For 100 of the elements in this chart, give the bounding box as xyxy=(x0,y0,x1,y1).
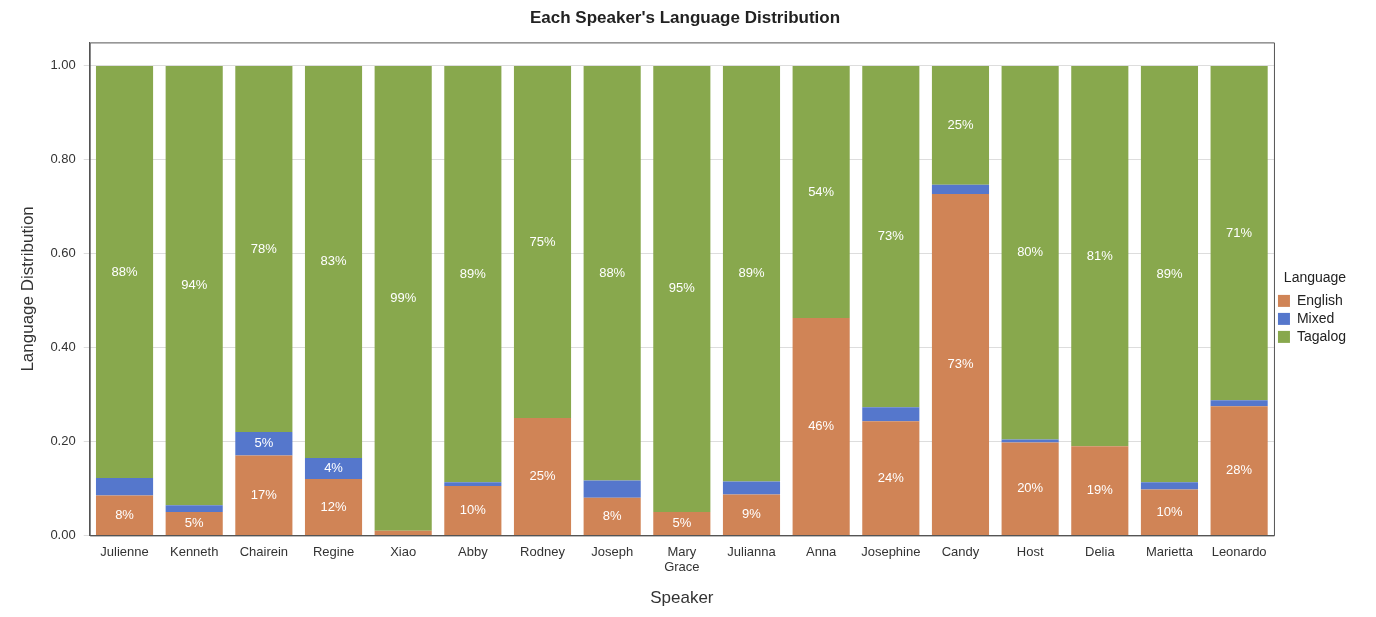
bar xyxy=(862,407,920,422)
data-label: 88% xyxy=(599,264,626,280)
y-axis-title: Language Distribution xyxy=(17,206,37,372)
bar xyxy=(304,457,363,480)
x-tick-label: Abby xyxy=(458,543,489,559)
bar xyxy=(931,65,990,185)
x-axis-title: Speaker xyxy=(650,588,714,608)
data-label: 8% xyxy=(602,507,622,523)
x-tick-label: Anna xyxy=(805,543,838,559)
bar xyxy=(1071,446,1129,535)
bar xyxy=(235,432,293,456)
bar xyxy=(931,194,990,535)
y-tick-label: 0.60 xyxy=(50,245,76,261)
bar xyxy=(862,65,920,408)
bar xyxy=(165,65,223,506)
bar xyxy=(513,65,572,419)
data-label: 94% xyxy=(181,277,208,293)
chart-title: Each Speaker's Language Distribution xyxy=(529,7,841,27)
bar xyxy=(165,511,223,535)
bar xyxy=(444,486,502,535)
bar xyxy=(1210,406,1268,535)
x-tick-label: Julienne xyxy=(100,543,149,559)
data-label: 5% xyxy=(672,514,692,530)
data-label: 24% xyxy=(877,469,905,485)
data-label: 78% xyxy=(250,240,278,256)
legend-title: Language xyxy=(1283,268,1347,285)
bar xyxy=(304,65,363,458)
bar xyxy=(1210,400,1268,407)
data-label: 99% xyxy=(390,289,417,305)
bar xyxy=(583,497,641,535)
data-label: 73% xyxy=(877,228,905,244)
data-label: 17% xyxy=(250,486,278,502)
x-tick-label: Delia xyxy=(1084,543,1116,559)
bar xyxy=(1001,442,1059,535)
bar xyxy=(722,494,781,535)
data-label: 25% xyxy=(947,116,974,132)
x-tick-label: Leonardo xyxy=(1211,543,1267,559)
x-tick-label: Kenneth xyxy=(169,543,219,559)
data-label: 25% xyxy=(529,468,556,484)
data-label: 10% xyxy=(459,502,487,518)
bar xyxy=(792,318,850,535)
x-tick-label: Marietta xyxy=(1145,543,1194,559)
y-tick-label: 0.80 xyxy=(50,151,76,167)
x-tick-label: Rodney xyxy=(520,543,566,559)
data-label: 54% xyxy=(808,183,835,199)
data-label: 71% xyxy=(1226,224,1253,240)
data-label: 5% xyxy=(184,514,205,530)
bar xyxy=(374,65,432,531)
data-label: 4% xyxy=(324,460,344,476)
x-tick-label: Regine xyxy=(312,543,355,559)
bar xyxy=(444,482,502,487)
bar xyxy=(165,505,223,512)
data-label: 28% xyxy=(1226,462,1253,478)
data-label: 95% xyxy=(668,280,696,296)
bar xyxy=(235,65,293,433)
bar xyxy=(862,421,920,535)
data-label: 89% xyxy=(1156,265,1183,281)
bar xyxy=(1071,65,1129,447)
bar xyxy=(792,65,850,319)
x-tick-label: Joseph xyxy=(591,543,634,559)
bar xyxy=(722,65,781,482)
bar xyxy=(374,530,432,535)
x-tick-label: Chairein xyxy=(239,543,289,559)
bar xyxy=(444,65,502,483)
x-tick-label: Candy xyxy=(941,543,980,559)
bar xyxy=(95,65,154,479)
data-label: 9% xyxy=(742,506,762,522)
legend-label: Tagalog xyxy=(1296,327,1347,344)
x-tick-label: Julianna xyxy=(727,543,777,559)
data-label: 10% xyxy=(1156,503,1183,519)
data-label: 20% xyxy=(1017,480,1044,496)
data-label: 8% xyxy=(115,506,135,522)
data-label: 5% xyxy=(254,435,274,451)
bar xyxy=(95,478,154,496)
bar xyxy=(722,481,781,495)
data-label: 83% xyxy=(320,253,347,269)
data-label: 46% xyxy=(808,418,835,434)
bar xyxy=(1001,65,1059,440)
data-label: 19% xyxy=(1086,482,1114,498)
data-label: 75% xyxy=(529,233,556,249)
data-label: 89% xyxy=(459,265,487,281)
y-tick-label: 0.00 xyxy=(50,526,76,542)
data-label: 80% xyxy=(1017,244,1044,260)
legend-label: English xyxy=(1296,291,1343,308)
bar xyxy=(235,455,293,535)
bar xyxy=(1210,65,1268,401)
y-tick-label: 0.20 xyxy=(50,433,76,449)
legend-label: Mixed xyxy=(1296,309,1335,326)
x-tick-label: Xiao xyxy=(390,543,417,559)
data-label: 73% xyxy=(947,356,974,372)
y-tick-label: 0.40 xyxy=(50,339,76,355)
bar xyxy=(653,511,711,535)
bar xyxy=(95,495,154,535)
data-label: 12% xyxy=(320,498,347,514)
x-tick-label: Mary Grace xyxy=(664,543,700,575)
bar xyxy=(1140,482,1199,490)
bar xyxy=(304,479,363,535)
data-label: 89% xyxy=(738,265,765,281)
y-tick-label: 1.00 xyxy=(50,57,76,73)
bar xyxy=(1140,65,1199,483)
